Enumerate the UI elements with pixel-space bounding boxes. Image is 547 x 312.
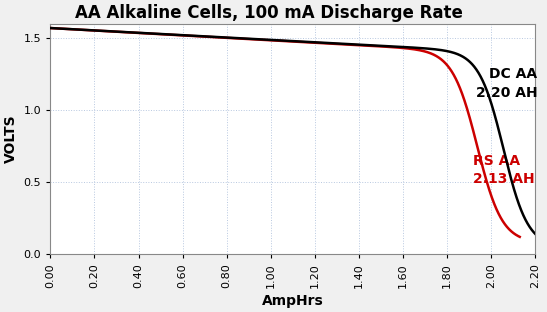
Text: 2.13 AH: 2.13 AH	[474, 173, 535, 186]
Y-axis label: VOLTS: VOLTS	[4, 115, 18, 163]
Text: DC AA: DC AA	[489, 67, 537, 81]
Text: AA Alkaline Cells, 100 mA Discharge Rate: AA Alkaline Cells, 100 mA Discharge Rate	[74, 4, 463, 22]
Text: RS AA: RS AA	[474, 154, 521, 168]
Text: 2.20 AH: 2.20 AH	[476, 86, 537, 100]
X-axis label: AmpHrs: AmpHrs	[262, 294, 324, 308]
